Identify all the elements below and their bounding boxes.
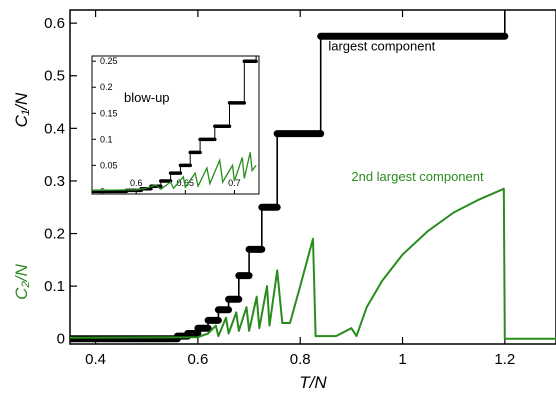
- x-tick-label: 0.8: [290, 351, 311, 368]
- y-axis-label-c2: C₂/N: [12, 263, 31, 299]
- main-plot: 0.4 0.6 0.8 1 1.2 0 0.1 0.2 0.3 0.4 0.5 0.6 T/N C₁…: [12, 9, 556, 392]
- y-axis-label-c1: C₁/N: [12, 92, 31, 127]
- x-tick-label: 1: [398, 351, 406, 368]
- inset-y-tick-label: 0.15: [100, 108, 118, 118]
- y-tick-label: 0.4: [44, 120, 65, 137]
- series-largest-component: [70, 10, 506, 340]
- inset-label: blow-up: [124, 90, 170, 105]
- inset-x-tick-label: 0.65: [177, 178, 195, 188]
- x-tick-label: 0.6: [187, 351, 208, 368]
- x-tick-label: 0.4: [85, 351, 106, 368]
- inset-series-2nd-largest: [92, 152, 257, 192]
- x-tick-label: 1.2: [494, 351, 515, 368]
- inset-y-tick-label: 0.1: [100, 134, 113, 144]
- annotation-2nd-largest-component: 2nd largest component: [351, 169, 484, 184]
- x-axis-ticks: 0.4 0.6 0.8 1 1.2: [85, 10, 515, 368]
- inset-x-tick-label: 0.6: [130, 178, 143, 188]
- inset-y-tick-label: 0.05: [100, 160, 118, 170]
- inset-x-ticks: 0.6 0.65 0.7: [130, 178, 241, 194]
- inset-x-tick-label: 0.7: [228, 178, 241, 188]
- y-axis-ticks: 0 0.1 0.2 0.3 0.4 0.5 0.6: [44, 15, 77, 348]
- y-tick-label: 0.5: [44, 68, 65, 85]
- inset-frame: [91, 55, 260, 195]
- y-tick-label: 0.6: [44, 15, 65, 32]
- inset-plot: 0.60.650.7 00.050.10.150.20.25 blow-up: [91, 55, 260, 196]
- y-tick-label: 0.2: [44, 226, 65, 243]
- plot-area-frame: [69, 9, 556, 345]
- inset-y-tick-label: 0.2: [100, 82, 113, 92]
- y-tick-label: 0.1: [44, 278, 65, 295]
- y-tick-label: 0.3: [44, 173, 65, 190]
- series-layer: [70, 10, 556, 343]
- y-tick-label: 0: [57, 331, 65, 348]
- inset-series-layer: [92, 56, 258, 194]
- inset-y-tick-label: 0.25: [100, 56, 118, 66]
- x-axis-label: T/N: [299, 373, 327, 392]
- series-2nd-largest-component: [70, 187, 556, 340]
- annotation-largest-component: largest component: [328, 39, 435, 54]
